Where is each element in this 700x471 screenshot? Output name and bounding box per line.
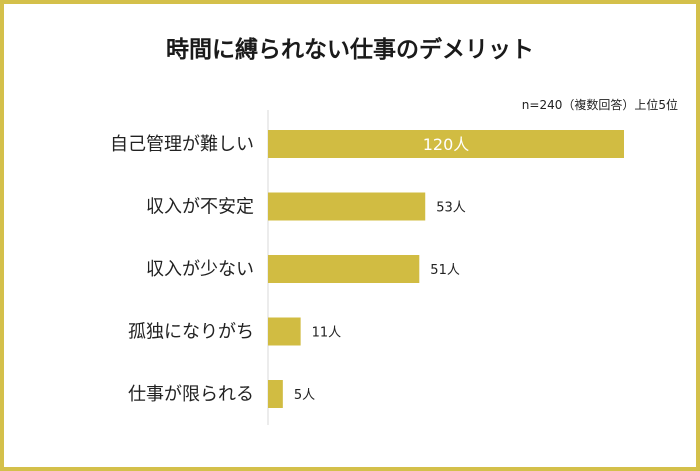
category-label-0: 自己管理が難しい <box>110 134 254 155</box>
bar-0 <box>268 130 624 158</box>
bar-4 <box>268 380 283 408</box>
data-label-3: 11人 <box>312 326 342 341</box>
category-label-2: 収入が少ない <box>146 259 254 280</box>
data-label-2: 51人 <box>430 263 460 278</box>
data-label-4: 5人 <box>294 388 315 403</box>
bar-3 <box>268 317 301 346</box>
category-label-4: 仕事が限られる <box>128 384 254 405</box>
sample-note: n=240（複数回答）上位5位 <box>521 98 678 112</box>
data-label-0: 120人 <box>423 135 470 154</box>
data-label-1: 53人 <box>436 201 466 216</box>
bar-2 <box>268 255 420 283</box>
category-label-1: 収入が不安定 <box>146 197 254 218</box>
bar-1 <box>268 192 426 221</box>
chart-title: 時間に縛られない仕事のデメリット <box>166 37 534 63</box>
category-label-3: 孤独になりがち <box>128 322 254 343</box>
